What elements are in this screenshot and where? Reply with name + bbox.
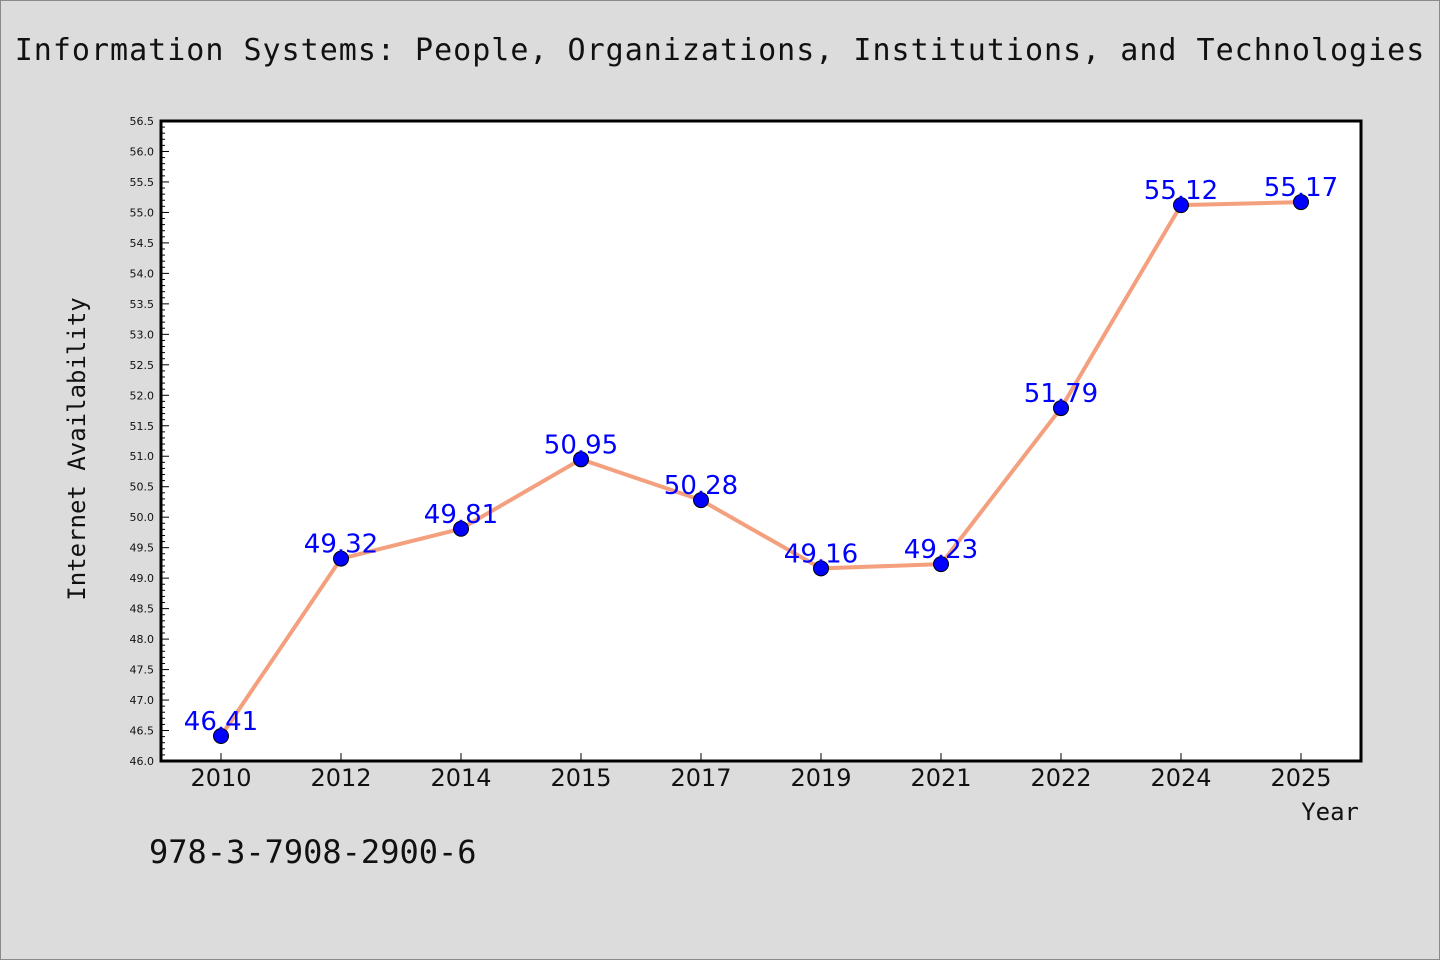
data-point (1293, 194, 1309, 211)
data-series: 46.41 49.32 49.81 50.95 50.28 49.16 49.23 51.79… (184, 173, 1338, 745)
x-axis: 2010 2012 2014 2015 2017 2019 2021 2022 2024 2025 (190, 753, 1332, 792)
y-tick-label: 51.0 (130, 450, 155, 463)
data-label: 46.41 (184, 707, 258, 737)
data-label: 50.95 (544, 430, 618, 460)
data-point (1173, 197, 1189, 214)
y-tick-label: 53.5 (130, 298, 155, 311)
y-tick-label: 46.5 (130, 725, 155, 738)
data-point (573, 451, 589, 468)
data-label: 49.81 (424, 500, 498, 530)
y-tick-label: 48.0 (130, 633, 155, 646)
y-tick-label: 46.0 (130, 755, 155, 768)
data-label: 49.32 (304, 530, 378, 560)
y-tick-label: 54.5 (130, 237, 155, 250)
y-tick-label: 47.5 (130, 664, 155, 677)
plot-area (159, 119, 1363, 763)
y-axis: 46.0 46.5 47.0 47.5 48.0 48.5 49.0 49.5 50.0 50.5… (130, 115, 169, 768)
x-tick-label: 2017 (670, 764, 731, 792)
y-tick-label: 47.0 (130, 694, 155, 707)
y-tick-label: 55.0 (130, 206, 155, 219)
x-tick-label: 2024 (1150, 764, 1211, 792)
x-tick-label: 2019 (790, 764, 851, 792)
y-tick-label: 51.5 (130, 420, 155, 433)
data-label: 49.23 (904, 535, 978, 565)
y-tick-label: 52.0 (130, 389, 155, 402)
data-label: 55.12 (1144, 176, 1218, 206)
data-label: 55.17 (1264, 173, 1338, 203)
data-label: 49.16 (784, 539, 858, 569)
y-tick-label: 56.5 (130, 115, 155, 128)
y-tick-label: 55.5 (130, 176, 155, 189)
data-point (453, 520, 469, 537)
x-axis-label: Year (1301, 798, 1359, 826)
x-tick-label: 2012 (310, 764, 371, 792)
data-label: 50.28 (664, 471, 738, 501)
chart-title: Information Systems: People, Organizatio… (14, 33, 1426, 68)
data-label: 51.79 (1024, 379, 1098, 409)
y-tick-label: 49.5 (130, 542, 155, 555)
data-point (813, 560, 829, 577)
y-tick-label: 52.5 (130, 359, 155, 372)
series-line (219, 200, 1302, 738)
y-tick-label: 54.0 (130, 267, 155, 280)
isbn-caption: 978-3-7908-2900-6 (149, 833, 477, 871)
y-tick-label: 48.5 (130, 603, 155, 616)
data-point (1053, 400, 1069, 417)
x-tick-label: 2025 (1270, 764, 1331, 792)
x-tick-label: 2022 (1030, 764, 1091, 792)
x-tick-label: 2014 (430, 764, 491, 792)
y-tick-label: 56.0 (130, 145, 155, 158)
y-tick-label: 53.0 (130, 328, 155, 341)
y-axis-label: Internet Availability (63, 297, 91, 600)
y-tick-label: 49.0 (130, 572, 155, 585)
data-point (933, 556, 949, 573)
x-tick-label: 2021 (910, 764, 971, 792)
x-tick-label: 2010 (190, 764, 251, 792)
x-tick-label: 2015 (550, 764, 611, 792)
data-point (333, 550, 349, 567)
y-tick-label: 50.5 (130, 481, 155, 494)
y-tick-label: 50.0 (130, 511, 155, 524)
data-point (213, 728, 229, 745)
data-point (693, 492, 709, 509)
